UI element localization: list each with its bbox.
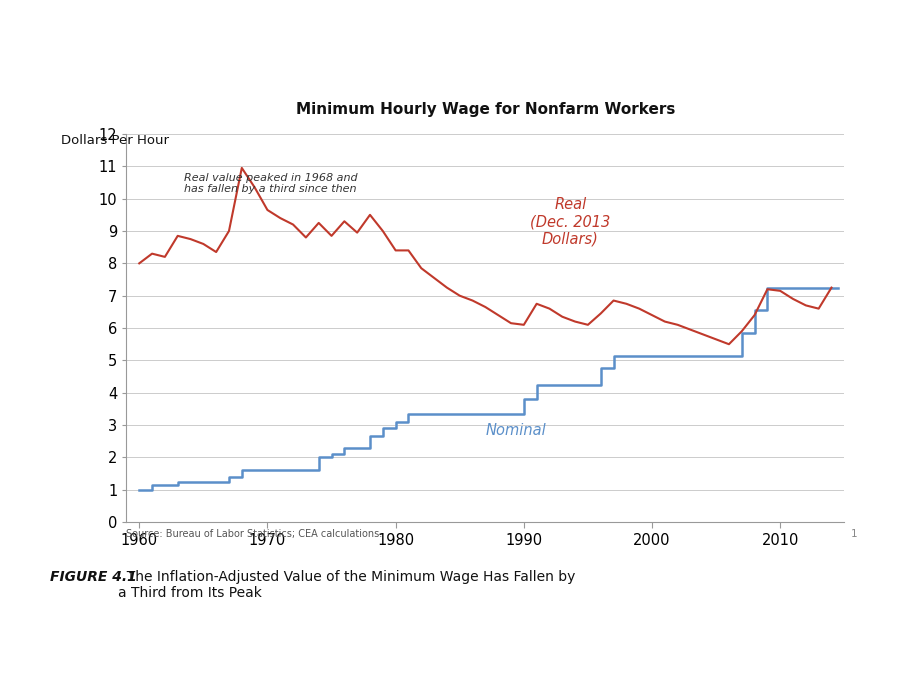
Text: Real
(Dec. 2013
Dollars): Real (Dec. 2013 Dollars) <box>529 197 610 247</box>
Text: Source: Bureau of Labor Statistics; CEA calculations.: Source: Bureau of Labor Statistics; CEA … <box>126 529 382 539</box>
Text: Minimum Hourly Wage for Nonfarm Workers: Minimum Hourly Wage for Nonfarm Workers <box>295 102 675 117</box>
Text: FIGURE 4.1: FIGURE 4.1 <box>50 570 136 584</box>
Text: Nominal: Nominal <box>484 423 546 438</box>
Text: The Inflation-Adjusted Value of the Minimum Wage Has Fallen by a
Third From Its : The Inflation-Adjusted Value of the Mini… <box>128 32 783 74</box>
Text: Real value peaked in 1968 and
has fallen by a third since then: Real value peaked in 1968 and has fallen… <box>184 173 357 194</box>
Text: Dollars Per Hour: Dollars Per Hour <box>60 134 169 147</box>
Text: 1: 1 <box>851 529 857 539</box>
Text: The Inflation-Adjusted Value of the Minimum Wage Has Fallen by
a Third from Its : The Inflation-Adjusted Value of the Mini… <box>118 570 575 600</box>
